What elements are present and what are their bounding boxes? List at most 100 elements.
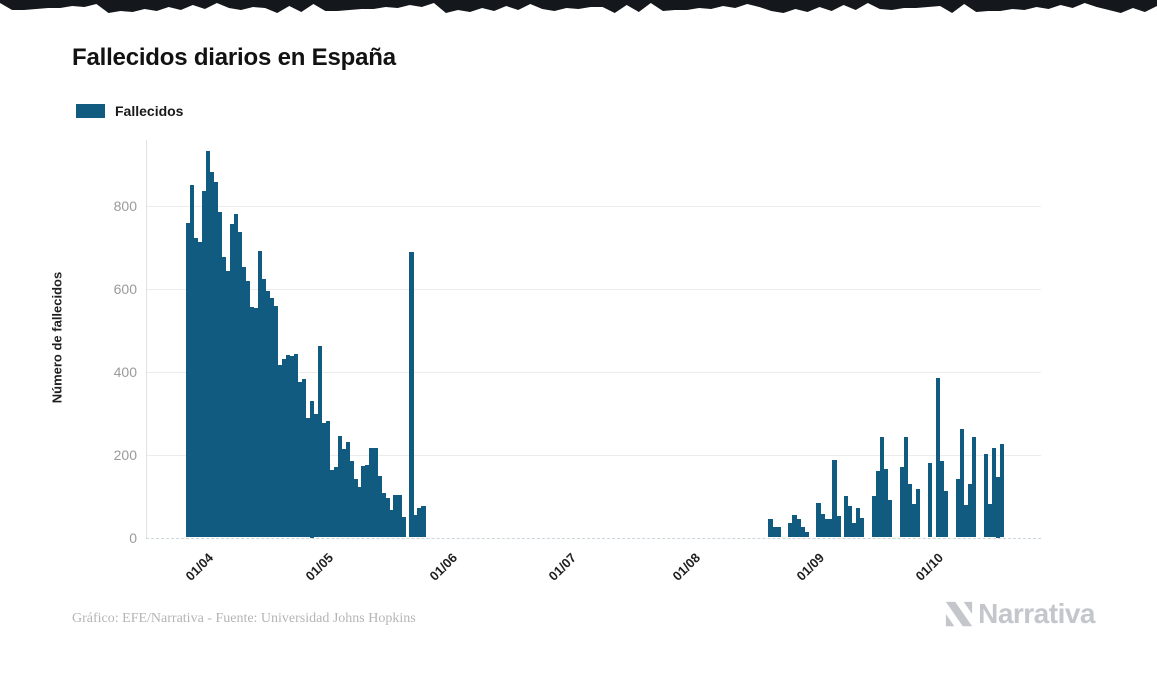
y-tick-label: 800	[113, 198, 137, 214]
bar	[912, 503, 917, 538]
bar	[369, 447, 374, 538]
bar	[844, 496, 849, 538]
y-tick-label: 600	[113, 280, 137, 297]
bar	[856, 507, 861, 538]
bar	[201, 191, 207, 538]
bar	[265, 290, 270, 538]
bar	[876, 471, 881, 538]
bar	[995, 477, 1001, 538]
bar	[345, 441, 350, 538]
bar	[955, 479, 961, 538]
bar	[353, 479, 358, 538]
bar	[325, 421, 330, 538]
bar	[413, 514, 418, 538]
bar	[305, 417, 310, 538]
x-axis-baseline	[146, 537, 1041, 539]
bar	[848, 505, 853, 538]
bar	[269, 297, 274, 538]
bar	[421, 506, 426, 538]
bar	[832, 460, 837, 538]
bar	[241, 266, 246, 538]
bar	[852, 523, 857, 538]
bar	[361, 465, 366, 538]
bar	[193, 238, 199, 538]
bar	[991, 447, 997, 538]
bar	[217, 211, 223, 538]
bar	[967, 484, 973, 538]
source-credit: Gráfico: EFE/Narrativa - Fuente: Univers…	[72, 611, 416, 626]
bar	[249, 306, 254, 538]
bar	[257, 250, 262, 538]
bar	[365, 465, 370, 538]
narrativa-logo: Narrativa	[944, 598, 1095, 630]
bar	[772, 527, 777, 538]
bar	[293, 353, 298, 538]
narrativa-n-icon	[945, 601, 973, 627]
bar	[904, 436, 909, 538]
bar	[776, 527, 781, 538]
bar	[221, 257, 227, 538]
gridline	[146, 371, 1041, 373]
bar	[377, 476, 382, 538]
bar	[417, 507, 422, 538]
bar	[796, 518, 801, 538]
bar	[828, 518, 833, 538]
bar	[197, 242, 203, 538]
bar	[261, 278, 266, 538]
y-tick-label: 400	[113, 363, 137, 380]
bar	[936, 377, 941, 538]
bar	[888, 500, 893, 538]
bar	[971, 436, 977, 538]
bar	[341, 449, 346, 538]
bar	[329, 470, 334, 538]
bar	[233, 213, 238, 538]
bar	[940, 460, 945, 538]
legend-label: Fallecidos	[115, 103, 184, 119]
bar	[872, 496, 877, 538]
bar	[209, 171, 215, 538]
bar	[321, 422, 326, 538]
y-axis-line	[145, 140, 147, 538]
bar	[245, 280, 250, 538]
bar	[225, 271, 231, 538]
bar	[836, 515, 841, 538]
gridline	[146, 288, 1041, 290]
bar	[385, 498, 390, 538]
bar	[229, 223, 235, 538]
bar	[880, 437, 885, 538]
bar	[301, 378, 306, 538]
legend-swatch	[76, 104, 105, 118]
bar	[788, 522, 793, 538]
bar	[333, 467, 338, 538]
bar	[357, 486, 362, 538]
page-title: Fallecidos diarios en España	[72, 44, 396, 71]
bar	[289, 356, 294, 538]
gridline	[146, 206, 1041, 207]
bar	[820, 513, 825, 538]
y-axis-title: Número de fallecidos	[49, 271, 65, 404]
bar	[389, 510, 394, 538]
bar	[337, 435, 342, 538]
bar	[309, 400, 314, 538]
narrativa-logo-text: Narrativa	[978, 598, 1095, 629]
bar	[944, 490, 949, 538]
bar	[983, 454, 989, 538]
gridline	[146, 454, 1041, 456]
bar	[900, 467, 905, 538]
bar	[792, 514, 797, 538]
bar	[205, 151, 211, 538]
bar	[277, 364, 282, 538]
bar	[313, 414, 318, 538]
bar	[768, 518, 773, 538]
bar	[253, 308, 258, 538]
bar	[800, 527, 805, 538]
bar	[916, 489, 921, 538]
y-tick-label: 200	[113, 446, 137, 463]
torn-edge-decoration	[0, 0, 1157, 13]
bar	[189, 185, 195, 538]
bar	[297, 382, 302, 538]
bar	[213, 181, 219, 538]
bar	[816, 503, 821, 538]
